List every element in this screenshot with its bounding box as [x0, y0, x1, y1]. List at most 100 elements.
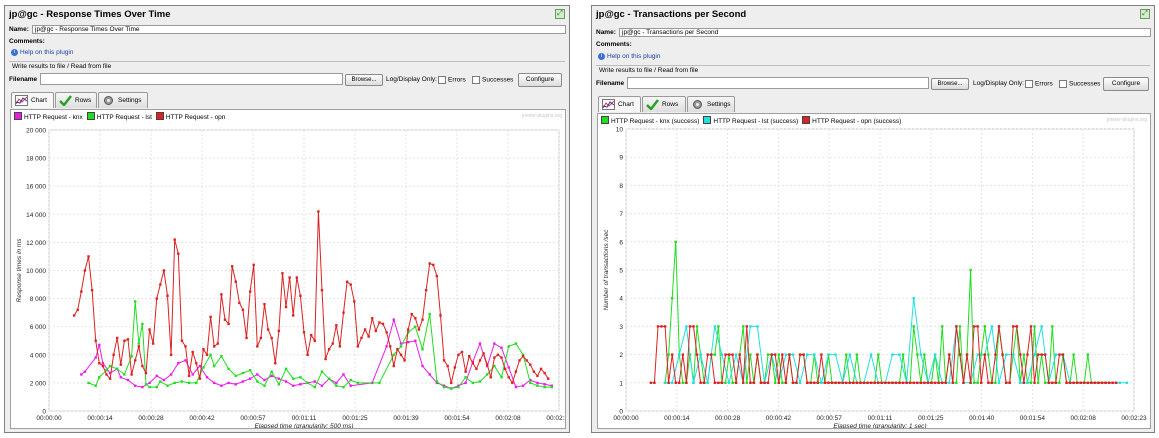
data-point: [532, 370, 536, 373]
data-point: [399, 353, 403, 356]
tab-chart[interactable]: Chart: [598, 96, 641, 112]
data-point: [162, 378, 166, 382]
write-results-label: Write results to file / Read from file: [12, 63, 112, 70]
data-point: [855, 381, 859, 384]
browse-button[interactable]: Browse...: [931, 78, 969, 90]
filename-input[interactable]: [40, 73, 343, 85]
data-point: [169, 353, 173, 356]
data-point: [356, 345, 360, 348]
data-point: [1051, 325, 1054, 328]
data-point: [891, 353, 894, 356]
data-point: [674, 240, 677, 243]
data-point: [414, 339, 417, 342]
y-tick-label: 16 000: [26, 184, 46, 191]
data-point: [1061, 353, 1065, 356]
section-divider: [596, 65, 1150, 66]
data-point: [349, 378, 352, 382]
tab-rows[interactable]: Rows: [55, 92, 97, 108]
data-point: [277, 329, 281, 333]
tab-chart-label: Chart: [618, 101, 634, 108]
data-point: [313, 339, 316, 342]
data-point: [937, 381, 940, 384]
data-point: [162, 269, 166, 272]
browse-button[interactable]: Browse...: [345, 74, 383, 86]
data-point: [1111, 381, 1114, 384]
data-point: [521, 355, 525, 358]
data-point: [521, 353, 525, 356]
errors-checkbox[interactable]: Errors: [438, 76, 466, 84]
tab-settings[interactable]: Settings: [98, 92, 148, 108]
data-point: [845, 353, 848, 356]
data-point: [685, 325, 688, 328]
data-point: [151, 342, 155, 345]
data-point: [813, 381, 816, 384]
data-point: [406, 328, 410, 331]
configure-button[interactable]: Configure: [518, 73, 562, 87]
data-point: [148, 381, 151, 385]
name-field[interactable]: jp@gc - Response Times Over Time: [32, 25, 566, 34]
data-point: [105, 373, 108, 376]
data-point: [766, 381, 770, 384]
data-point: [392, 318, 395, 321]
data-point: [159, 283, 162, 286]
configure-button[interactable]: Configure: [1103, 77, 1149, 91]
data-point: [299, 294, 302, 297]
section-divider: [9, 61, 565, 62]
y-tick-label: 8: [619, 183, 623, 190]
help-link-text: Help on this plugin: [607, 53, 661, 61]
data-point: [873, 381, 876, 384]
data-point: [392, 364, 395, 368]
data-point: [485, 363, 489, 366]
data-point: [80, 373, 83, 376]
name-field[interactable]: jp@gc - Transactions per Second: [619, 28, 1151, 37]
data-point: [485, 373, 489, 376]
data-point: [734, 381, 738, 384]
errors-checkbox[interactable]: Errors: [1025, 80, 1053, 88]
data-point: [169, 373, 173, 376]
y-tick-label: 8 000: [30, 296, 47, 303]
data-point: [756, 353, 759, 356]
checkmark-icon: [646, 99, 659, 110]
help-link[interactable]: i Help on this plugin: [598, 53, 660, 60]
data-point: [306, 353, 309, 356]
data-point: [788, 353, 791, 356]
data-point: [784, 353, 788, 356]
data-point: [845, 381, 848, 384]
data-point: [1036, 353, 1040, 356]
data-point: [745, 325, 748, 328]
data-point: [667, 381, 670, 384]
data-point: [695, 353, 699, 356]
data-point: [399, 345, 403, 348]
data-point: [460, 350, 464, 354]
data-point: [446, 364, 449, 368]
data-point: [342, 311, 345, 314]
x-tick-label: 00:00:57: [240, 415, 266, 422]
tab-settings[interactable]: Settings: [687, 96, 735, 112]
help-link[interactable]: i Help on this plugin: [11, 49, 73, 56]
data-point: [442, 385, 446, 389]
y-tick-label: 6: [619, 239, 623, 246]
data-point: [1065, 381, 1068, 384]
data-point: [360, 336, 363, 340]
y-axis-label: Response times in ms: [16, 238, 23, 303]
data-point: [923, 353, 926, 356]
data-point: [356, 381, 360, 385]
chart-legend: HTTP Request - knx (success) HTTP Request…: [601, 116, 905, 125]
data-point: [428, 373, 431, 376]
tab-rows[interactable]: Rows: [642, 96, 686, 112]
data-point: [410, 312, 413, 316]
tab-chart[interactable]: Chart: [11, 92, 54, 108]
data-point: [263, 378, 266, 382]
successes-checkbox[interactable]: Successes: [1059, 80, 1100, 88]
data-point: [955, 381, 958, 384]
successes-checkbox[interactable]: Successes: [472, 76, 513, 84]
data-point: [813, 353, 816, 356]
errors-checkbox-label: Errors: [1035, 80, 1053, 88]
data-point: [1040, 353, 1043, 356]
data-point: [471, 362, 475, 365]
expand-icon[interactable]: ⤢: [555, 9, 565, 19]
data-point: [277, 383, 281, 386]
filename-input[interactable]: [627, 77, 929, 89]
data-point: [926, 381, 930, 384]
expand-icon[interactable]: ⤢: [1140, 9, 1150, 19]
